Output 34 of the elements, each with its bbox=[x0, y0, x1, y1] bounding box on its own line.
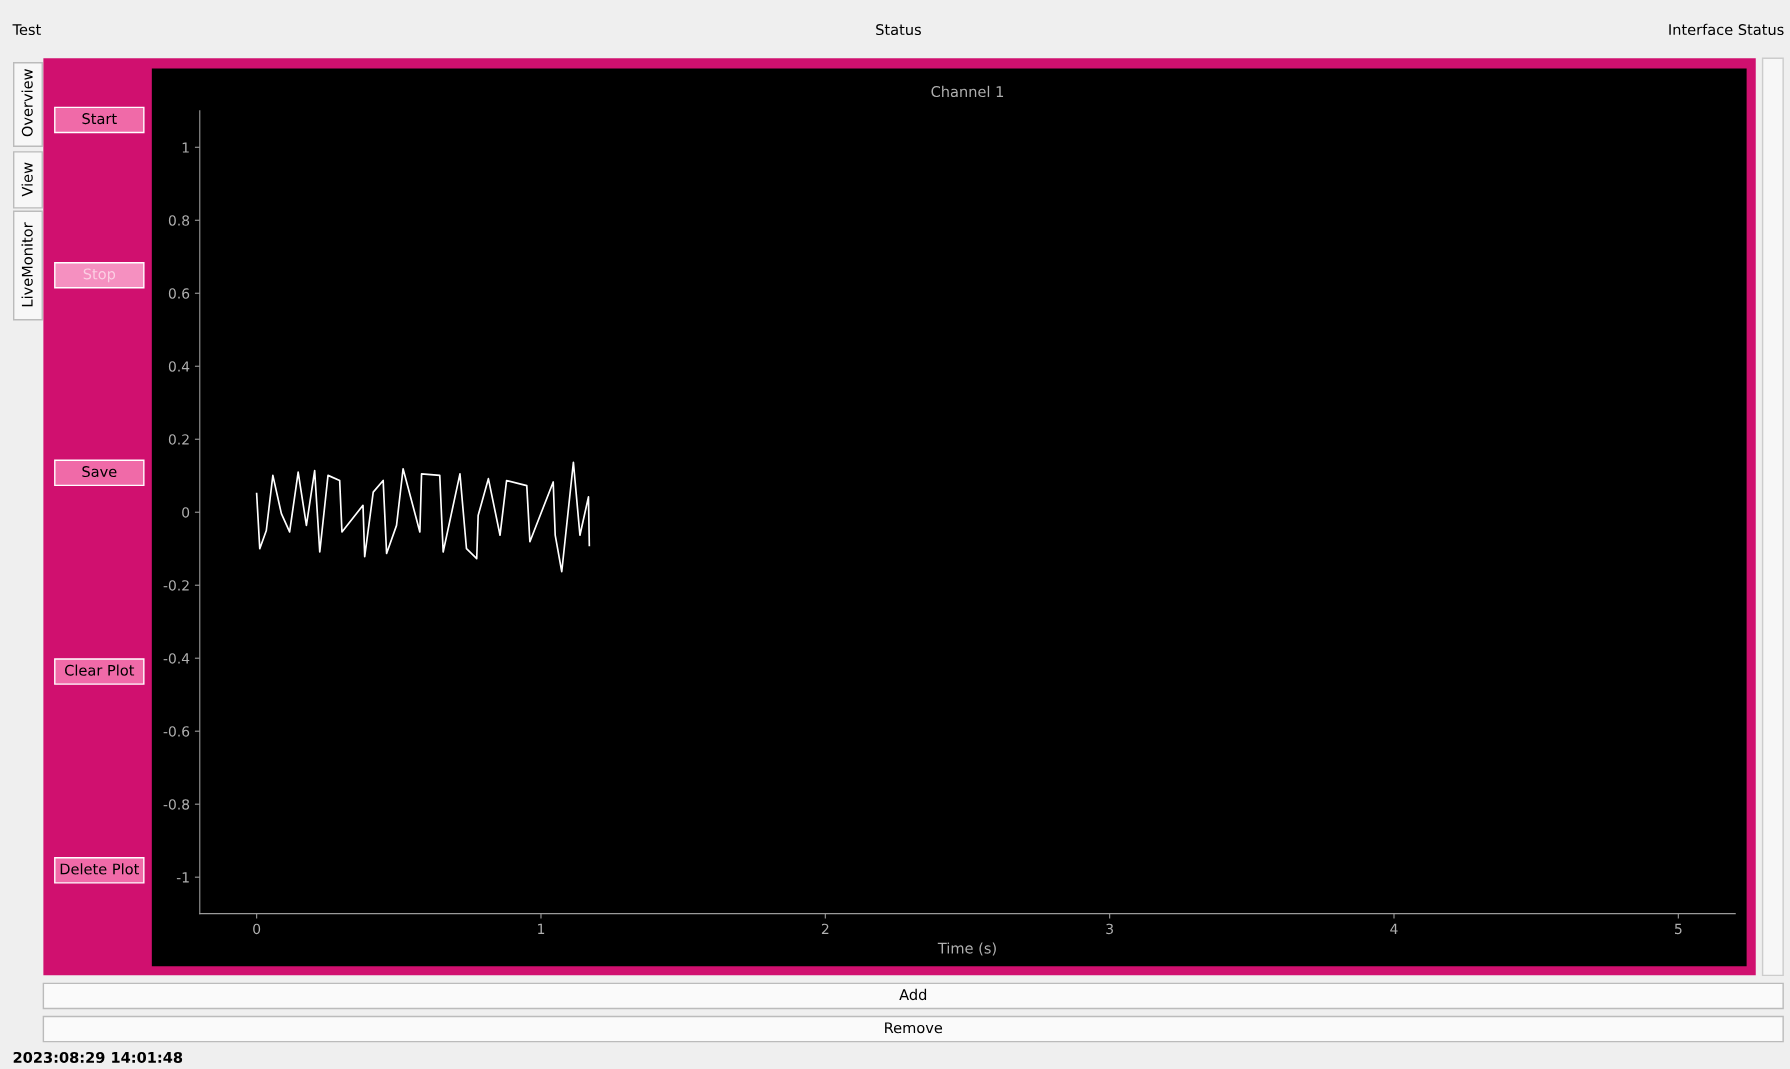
text: Save bbox=[82, 466, 117, 478]
text: LiveMonitor bbox=[21, 222, 33, 307]
y-tick-label: -0.8 bbox=[163, 799, 190, 810]
y-tick-label: 0.8 bbox=[168, 215, 190, 226]
text: Interface Status bbox=[1669, 23, 1784, 36]
y-tick-label: 0.2 bbox=[168, 434, 189, 445]
y-tick-label: 0 bbox=[182, 507, 190, 518]
text: Test bbox=[12, 24, 41, 36]
y-tick-label: -0.6 bbox=[163, 726, 190, 737]
x-tick-label: 0 bbox=[253, 923, 261, 935]
y-tick-label: 0.6 bbox=[168, 288, 190, 299]
text: View bbox=[21, 162, 33, 197]
text: Clear Plot bbox=[65, 664, 135, 676]
x-tick-label: 1 bbox=[538, 923, 545, 934]
y-tick-label: 0.4 bbox=[168, 361, 190, 372]
y-tick-label: -0.4 bbox=[163, 653, 190, 664]
y-tick-label: -0.2 bbox=[163, 580, 189, 591]
x-tick-label: 2 bbox=[821, 923, 829, 934]
text: Remove bbox=[885, 1022, 943, 1034]
x-axis-title: Time (s) bbox=[937, 942, 996, 956]
y-tick-label: 1 bbox=[182, 142, 189, 153]
text: Stop bbox=[83, 268, 116, 283]
line-series bbox=[255, 461, 591, 573]
x-tick-label: 5 bbox=[1674, 923, 1682, 935]
x-tick-label: 3 bbox=[1106, 923, 1113, 935]
x-tick-label: 4 bbox=[1390, 923, 1398, 934]
text: Add bbox=[899, 988, 927, 1001]
text: 2023:08:29 14:01:48 bbox=[13, 1051, 183, 1063]
text: Status bbox=[876, 24, 921, 36]
chart-title: Channel 1 bbox=[931, 85, 1004, 98]
text: Overview bbox=[21, 69, 33, 137]
text: Start bbox=[82, 113, 117, 125]
text: Delete Plot bbox=[60, 863, 139, 875]
y-tick-label: -1 bbox=[176, 872, 189, 883]
